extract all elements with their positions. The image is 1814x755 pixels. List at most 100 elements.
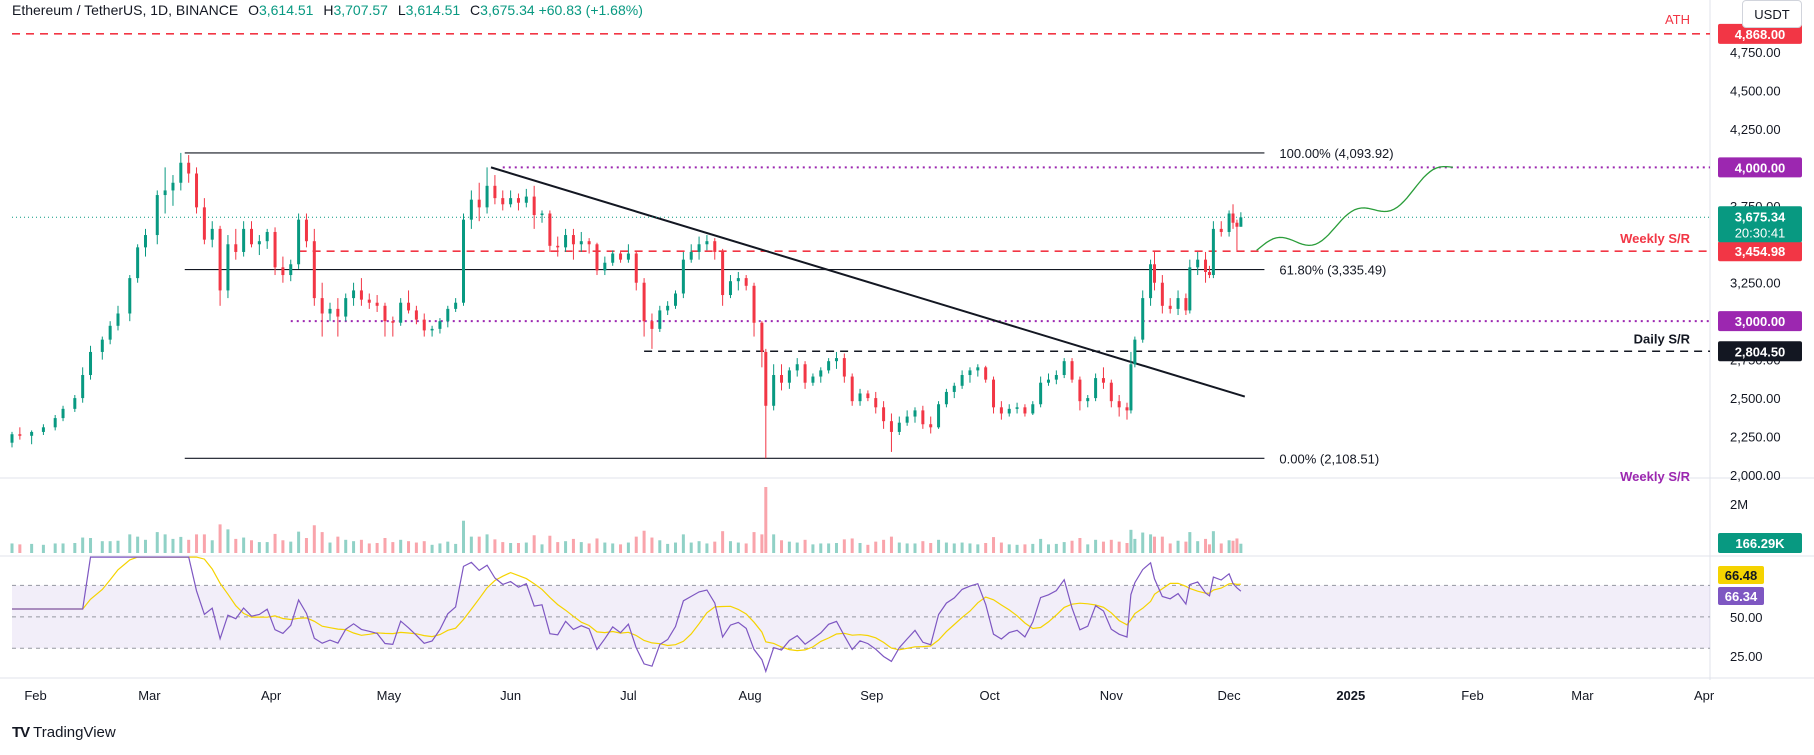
- candle-body: [218, 228, 222, 291]
- candle-body: [795, 364, 799, 371]
- candle-body: [226, 244, 230, 291]
- candle-body: [81, 375, 85, 399]
- volume-bar: [1207, 544, 1211, 553]
- candle-body: [1007, 408, 1011, 414]
- volume-bar: [477, 536, 481, 553]
- time-tick-12: Feb: [1461, 688, 1483, 703]
- low-value: 3,614.51: [405, 2, 461, 18]
- candle-body: [1086, 398, 1090, 402]
- candle-body: [281, 267, 285, 276]
- candle-body: [905, 416, 909, 423]
- volume-bar: [234, 538, 238, 553]
- rsi-line: [12, 556, 1242, 674]
- volume-bar: [795, 542, 799, 553]
- candle-body: [1094, 378, 1098, 399]
- candle-body: [811, 376, 815, 383]
- time-tick-6: Aug: [739, 688, 762, 703]
- high-value: 3,707.57: [333, 2, 388, 18]
- volume-bar: [803, 539, 807, 553]
- candle-body: [509, 198, 513, 205]
- candle-body: [968, 370, 972, 376]
- tradingview-logo[interactable]: TV TradingView: [12, 724, 116, 741]
- symbol-title: Ethereum / TetherUS, 1D, BINANCE: [12, 2, 239, 18]
- volume-bar: [548, 535, 552, 553]
- volume-bar: [1227, 540, 1231, 553]
- volume-bar: [689, 542, 693, 553]
- candle-body: [674, 293, 678, 306]
- volume-bar: [273, 533, 277, 553]
- volume-bar: [921, 541, 925, 553]
- currency-button[interactable]: USDT: [1742, 0, 1802, 28]
- volume-bar: [438, 543, 442, 553]
- volume-axis-tick: 2M: [1730, 497, 1748, 512]
- time-tick-0: Feb: [24, 688, 46, 703]
- volume-bar: [462, 520, 466, 553]
- time-tick-3: May: [377, 688, 402, 703]
- candle-body: [937, 404, 941, 428]
- level-badge-text-2: 3,454.98: [1735, 244, 1786, 259]
- candle-body: [689, 251, 693, 260]
- volume-bar: [1160, 536, 1164, 553]
- candle-body: [760, 322, 764, 352]
- volume-bar: [968, 543, 972, 553]
- volume-bar: [1184, 541, 1188, 553]
- volume-bar: [328, 542, 332, 553]
- volume-bar: [811, 544, 815, 553]
- price-tick-5: 3,250.00: [1730, 276, 1781, 291]
- open-value: 3,614.51: [258, 2, 314, 18]
- candle-body: [73, 398, 77, 409]
- candle-body: [827, 361, 831, 371]
- candle-body: [210, 228, 214, 240]
- candle-body: [516, 198, 520, 203]
- price-tick-0: 4,750.00: [1730, 45, 1781, 60]
- rsi-tick-0: 50.00: [1730, 610, 1763, 625]
- volume-bar: [155, 532, 159, 553]
- candle-body: [780, 375, 784, 383]
- rsi-tick-1: 25.00: [1730, 649, 1763, 664]
- volume-bar: [874, 541, 878, 553]
- volume-bar: [992, 537, 996, 553]
- candle-body: [187, 162, 191, 174]
- candle-body: [344, 298, 348, 317]
- candle-body: [721, 251, 725, 296]
- volume-bar: [1094, 539, 1098, 553]
- level-badge-2: [1718, 241, 1802, 262]
- candle-body: [265, 231, 269, 242]
- volume-bar: [1015, 544, 1019, 553]
- volume-bar: [242, 537, 246, 553]
- candle-body: [999, 407, 1003, 414]
- volume-bar: [897, 542, 901, 553]
- volume-bar: [399, 539, 403, 553]
- candle-body: [501, 198, 505, 205]
- candle-body: [128, 278, 132, 314]
- candle-body: [803, 364, 807, 383]
- volume-bar: [171, 538, 175, 553]
- time-tick-2: Apr: [261, 688, 282, 703]
- candle-body: [446, 308, 450, 322]
- volume-bar: [30, 543, 34, 553]
- candle-body: [1046, 379, 1050, 383]
- volume-bar: [564, 541, 568, 553]
- candle-body: [108, 325, 112, 340]
- tradingview-icon: TV: [12, 724, 30, 741]
- candle-body: [1149, 264, 1153, 299]
- candle-body: [1227, 213, 1231, 232]
- volume-bar: [359, 539, 363, 553]
- candle-body: [921, 410, 925, 425]
- candle-body: [524, 196, 528, 203]
- candle-body: [1231, 213, 1235, 223]
- rsi-value: 66.34: [1725, 589, 1758, 604]
- volume-bar: [414, 542, 418, 553]
- volume-last-value: 166.29K: [1735, 536, 1785, 551]
- volume-bar: [1046, 544, 1050, 553]
- candle-body: [430, 328, 434, 331]
- volume-bar: [485, 534, 489, 553]
- candle-body: [1176, 298, 1180, 309]
- level-badge-text-0: 4,868.00: [1735, 27, 1786, 42]
- volume-bar: [297, 531, 301, 553]
- candle-body: [320, 298, 324, 314]
- volume-bar: [1007, 544, 1011, 553]
- last-price-badge: [1718, 206, 1802, 243]
- candle-body: [1129, 364, 1133, 411]
